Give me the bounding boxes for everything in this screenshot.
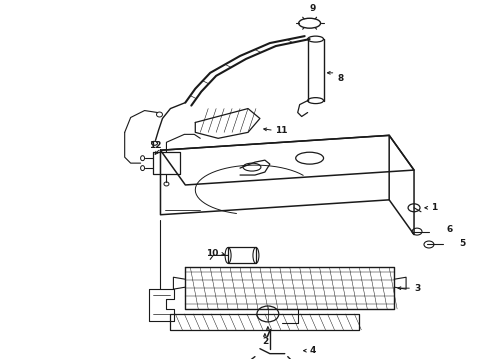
Text: 12: 12 xyxy=(148,141,161,150)
Text: 6: 6 xyxy=(447,225,453,234)
Text: 9: 9 xyxy=(309,4,316,13)
Text: 8: 8 xyxy=(338,74,343,83)
Text: 4: 4 xyxy=(310,346,316,355)
Text: 10: 10 xyxy=(206,249,218,258)
Text: 5: 5 xyxy=(459,239,465,248)
Text: 7: 7 xyxy=(265,330,271,339)
Text: 2: 2 xyxy=(262,337,268,346)
Text: 3: 3 xyxy=(414,284,420,293)
Text: 1: 1 xyxy=(431,203,437,212)
Text: 11: 11 xyxy=(275,126,287,135)
